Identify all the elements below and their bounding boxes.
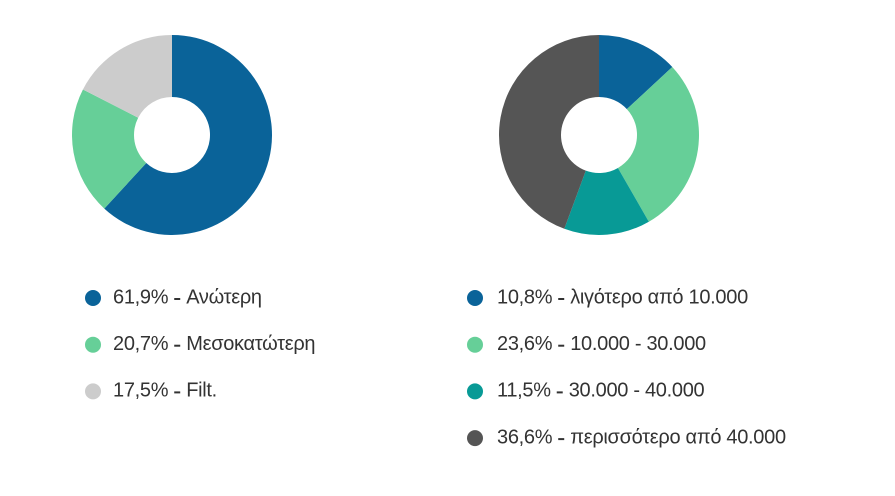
legend-value: 17,5% [113,380,169,402]
legend-marker [85,336,101,353]
donut-slice [72,89,147,209]
legend-marker [467,430,483,447]
legend-value: 61,9% [113,286,169,308]
legend-value: 10,8% [497,286,553,308]
legend-label: λιγότερο από 10.000 [570,286,748,308]
legend-marker [467,290,483,306]
legend-label: Filt. [186,380,217,402]
legend-value: 20,7% [113,333,169,355]
donut-slice [498,35,599,229]
donut-slice [82,35,172,118]
legend-value: 11,5% [497,380,551,402]
legend-value: 36,6% [497,426,553,448]
legend-marker [85,383,101,400]
legend-value: 23,6% [497,333,553,355]
donut-slice [599,35,673,110]
donut-slice [617,66,699,222]
legend-marker [467,336,483,353]
legend-label: περισσότερο από 40.000 [570,426,786,448]
legend-label: Ανώτερη [186,286,262,308]
legend-label: 10.000 - 30.000 [570,333,706,355]
legend-label: 30.000 - 40.000 [569,380,705,402]
legend-label: Μεσοκατώτερη [186,333,315,355]
legend-marker [467,383,483,400]
legend-marker [85,290,101,306]
donut-slice [564,167,649,235]
donut-slice [104,35,273,235]
